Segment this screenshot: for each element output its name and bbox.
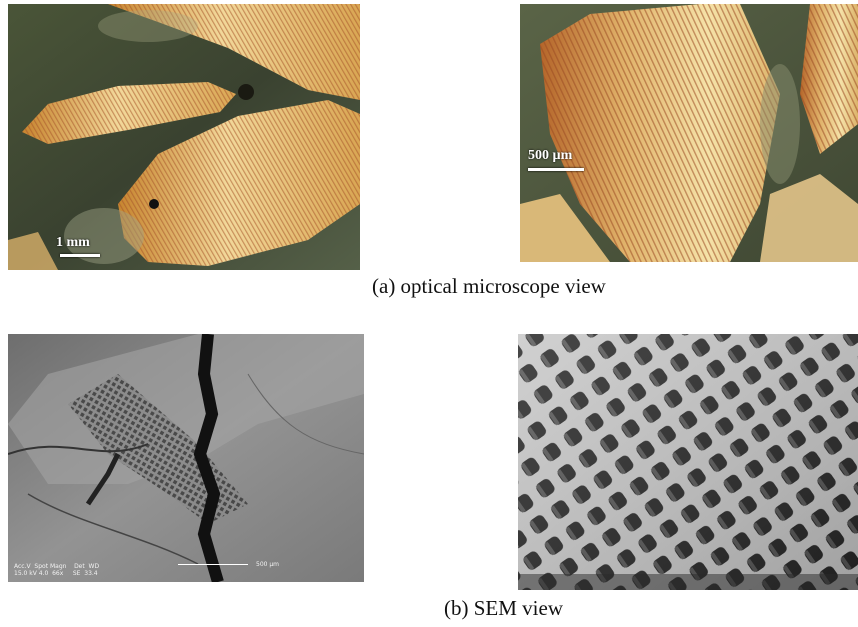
scale-bar-right [528, 168, 584, 171]
sem-image-left [8, 334, 364, 582]
sem-info-line2: 15.0 kV 4.0 66x SE 33.4 [14, 570, 98, 577]
scale-bar-left [60, 254, 100, 257]
sem-image-right [518, 334, 858, 590]
optical-image-left [8, 4, 360, 270]
sem-scale-bar [178, 564, 248, 565]
scale-label-left: 1 mm [56, 235, 90, 250]
sem-info-line1: Acc.V Spot Magn Det WD [14, 563, 100, 570]
caption-sem: (b) SEM view [444, 596, 563, 620]
caption-optical: (a) optical microscope view [372, 274, 606, 298]
sem-scale-label: 500 µm [256, 561, 280, 568]
optical-image-right [520, 4, 858, 262]
scale-label-right: 500 µm [528, 148, 573, 163]
